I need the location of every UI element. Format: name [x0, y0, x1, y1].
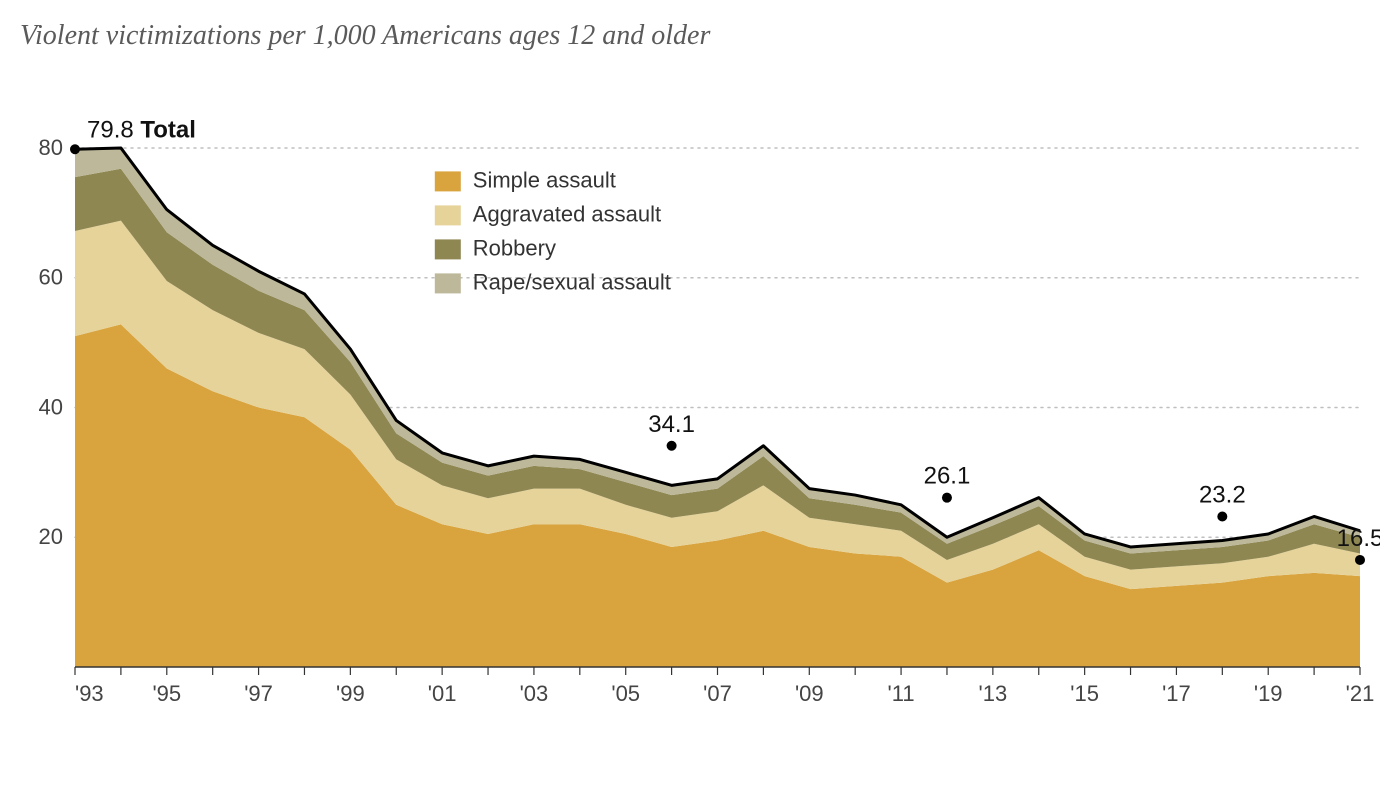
legend-swatch-robbery [435, 239, 461, 259]
svg-text:'15: '15 [1070, 681, 1099, 706]
legend-label-rape_sexual_assault: Rape/sexual assault [473, 269, 671, 294]
svg-text:40: 40 [39, 394, 63, 419]
svg-text:'95: '95 [152, 681, 181, 706]
svg-text:80: 80 [39, 135, 63, 160]
legend-swatch-aggravated_assault [435, 205, 461, 225]
annotation-2018: 23.2 [1199, 481, 1246, 508]
chart-container: 20 40 60 80 '93 '95 '97 '99 '01 '03 '05 '07 '09 '11 '1… [20, 82, 1380, 762]
stacked-area-chart: 20 40 60 80 '93 '95 '97 '99 '01 '03 '05 '07 '09 '11 '1… [20, 82, 1380, 722]
marker-1993 [70, 144, 80, 154]
legend-swatch-simple_assault [435, 171, 461, 191]
annotation-2021: 16.5 [1337, 525, 1380, 552]
svg-text:'11: '11 [888, 681, 915, 706]
marker-2006 [667, 441, 677, 451]
svg-text:'17: '17 [1162, 681, 1191, 706]
svg-text:60: 60 [39, 265, 63, 290]
svg-text:'09: '09 [795, 681, 824, 706]
svg-text:'05: '05 [611, 681, 640, 706]
svg-text:'97: '97 [244, 681, 273, 706]
chart-title: Violent victimizations per 1,000 America… [20, 20, 1380, 52]
svg-text:'01: '01 [428, 681, 457, 706]
annotation-2012: 26.1 [924, 463, 971, 490]
svg-text:'93: '93 [75, 681, 104, 706]
legend-label-robbery: Robbery [473, 235, 556, 260]
annotation-2006: 34.1 [648, 411, 695, 438]
svg-text:20: 20 [39, 524, 63, 549]
legend-swatch-rape_sexual_assault [435, 273, 461, 293]
marker-2018 [1217, 511, 1227, 521]
legend-label-simple_assault: Simple assault [473, 167, 616, 192]
svg-text:'03: '03 [520, 681, 549, 706]
svg-text:'13: '13 [979, 681, 1008, 706]
legend-label-aggravated_assault: Aggravated assault [473, 201, 661, 226]
svg-text:'21: '21 [1346, 681, 1375, 706]
annotation-1993: 79.8 Total [87, 116, 196, 143]
svg-text:'07: '07 [703, 681, 732, 706]
marker-2021 [1355, 555, 1365, 565]
svg-text:'19: '19 [1254, 681, 1283, 706]
marker-2012 [942, 493, 952, 503]
svg-text:'99: '99 [336, 681, 365, 706]
